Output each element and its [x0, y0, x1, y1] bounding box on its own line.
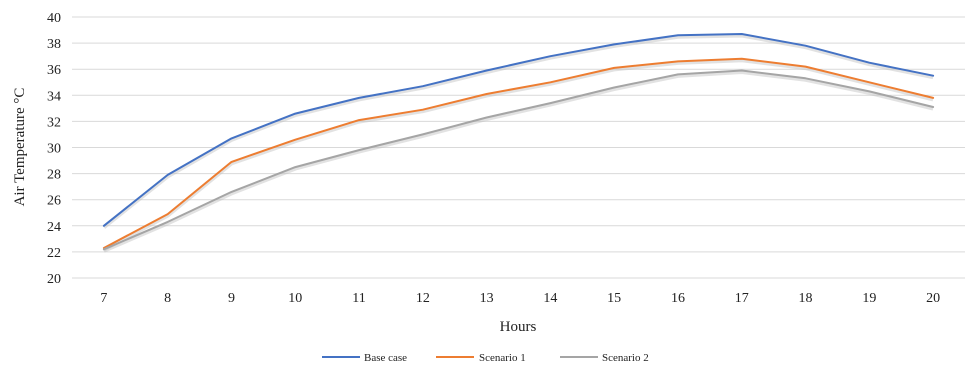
y-tick-label: 24 — [47, 220, 61, 235]
legend-label-scenario-2: Scenario 2 — [602, 352, 649, 364]
y-tick-label: 28 — [47, 168, 61, 183]
y-tick-label: 32 — [47, 115, 61, 130]
series-lines — [102, 33, 935, 253]
y-tick-label: 38 — [47, 37, 61, 52]
x-tick-label: 11 — [352, 291, 365, 306]
legend-label-scenario-1: Scenario 1 — [479, 352, 526, 364]
x-tick-label: 16 — [671, 291, 685, 306]
series-line-base-case — [102, 33, 935, 227]
x-tick-label: 19 — [862, 291, 876, 306]
x-tick-label: 14 — [543, 291, 557, 306]
x-tick-label: 17 — [735, 291, 749, 306]
series-shadow-scenario-1 — [102, 58, 934, 252]
series-shadow-base-case — [102, 33, 934, 229]
x-tick-label: 8 — [164, 291, 171, 306]
gridlines — [72, 16, 965, 279]
series-shadow-scenario-2 — [103, 70, 934, 253]
x-tick-label: 10 — [288, 291, 302, 306]
x-axis-ticks: 7 8 9 10 11 12 13 14 15 16 17 18 19 20 — [100, 291, 940, 306]
y-axis-ticks: 20 22 24 26 28 30 32 34 36 38 40 — [47, 11, 61, 287]
x-tick-label: 20 — [926, 291, 940, 306]
x-tick-label: 12 — [416, 291, 430, 306]
y-tick-label: 40 — [47, 11, 61, 26]
y-tick-label: 34 — [47, 89, 61, 104]
legend: Base case Scenario 1 Scenario 2 — [322, 352, 649, 364]
x-tick-label: 9 — [228, 291, 235, 306]
y-tick-label: 22 — [47, 246, 61, 261]
series-line-scenario-2 — [102, 69, 935, 251]
y-axis-title: Air Temperature °C — [12, 88, 28, 207]
y-tick-label: 26 — [47, 194, 61, 209]
y-tick-label: 36 — [47, 63, 61, 78]
x-axis-title: Hours — [500, 319, 537, 335]
legend-label-base-case: Base case — [364, 352, 407, 364]
x-tick-label: 18 — [799, 291, 813, 306]
y-tick-label: 20 — [47, 272, 61, 287]
series-line-scenario-1 — [102, 57, 935, 249]
x-tick-label: 15 — [607, 291, 621, 306]
x-tick-label: 13 — [480, 291, 494, 306]
y-tick-label: 30 — [47, 142, 61, 157]
x-tick-label: 7 — [100, 291, 107, 306]
